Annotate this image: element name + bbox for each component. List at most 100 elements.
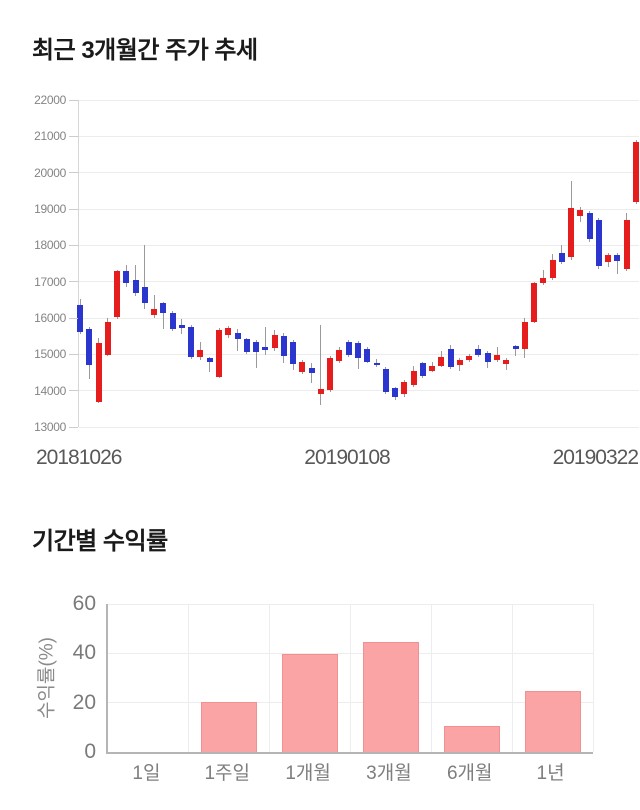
candle-body-down xyxy=(234,332,241,340)
candle-body-down xyxy=(447,348,454,368)
candle-body-up xyxy=(410,370,417,385)
x-axis-category-label: 1년 xyxy=(536,763,565,784)
candle-body-up xyxy=(104,321,111,356)
y-axis-tick-label: 0 xyxy=(84,740,96,763)
candle-body-down xyxy=(132,280,139,294)
candle-body-down xyxy=(169,313,176,329)
candle-body-up xyxy=(633,141,639,202)
y-axis-tick-label: 15000 xyxy=(34,347,66,362)
gridline-h xyxy=(79,317,639,319)
x-axis-category-label: 1개월 xyxy=(285,763,331,784)
y-axis-tick-label: 20 xyxy=(72,690,96,714)
x-axis-label: 20190108 xyxy=(304,446,390,469)
gridline-h xyxy=(79,172,639,174)
gridline-v xyxy=(188,604,190,752)
candle-body-down xyxy=(512,346,519,349)
candle-body-down xyxy=(280,335,287,356)
y-tick-mark xyxy=(69,172,78,174)
candle-body-up xyxy=(95,343,102,402)
return-bar xyxy=(443,726,500,752)
candle-body-down xyxy=(484,352,491,362)
y-tick-mark xyxy=(69,281,78,283)
candle-body-down xyxy=(290,341,297,365)
price-candlestick-chart: 22000 21000 20000 19000 18000 17000 16000 15000… xyxy=(34,93,639,469)
gridline-h xyxy=(79,281,639,283)
candle-wick xyxy=(542,269,544,286)
candle-body-up xyxy=(540,278,547,284)
gridline-v xyxy=(511,604,513,752)
y-axis-tick-label: 13000 xyxy=(34,420,66,434)
candle-body-up xyxy=(605,255,612,262)
candle-wick xyxy=(515,344,517,357)
x-axis-label: 20181026 xyxy=(36,446,122,469)
y-axis-tick-label: 16000 xyxy=(34,311,66,325)
candle-body-down xyxy=(614,255,621,262)
candle-body-down xyxy=(392,388,399,398)
candle-body-down xyxy=(382,368,389,393)
candle-wick xyxy=(311,363,313,384)
candle-body-down xyxy=(178,325,185,329)
x-axis-label: 20190322 xyxy=(552,446,639,469)
gridline-h xyxy=(79,208,639,210)
gridline-h xyxy=(79,390,639,392)
gridline-v xyxy=(592,604,594,752)
gridline-h xyxy=(79,426,639,428)
candle-body-up xyxy=(531,283,538,322)
y-axis-tick-label: 21000 xyxy=(34,129,66,144)
returns-chart-title: 기간별 수익률 xyxy=(32,528,168,555)
candle-body-up xyxy=(466,356,473,361)
candle-body-down xyxy=(373,363,380,366)
candle-body-down xyxy=(262,346,269,350)
x-axis-category-label: 1주일 xyxy=(204,763,251,784)
y-axis-tick-label: 40 xyxy=(72,641,96,665)
candle-wick xyxy=(255,339,257,369)
candle-body-down xyxy=(141,287,148,304)
returns-plot-area xyxy=(106,603,594,754)
candle-body-down xyxy=(86,328,93,366)
y-axis-tick-label: 18000 xyxy=(34,238,66,253)
candle-body-up xyxy=(549,259,556,279)
gridline-v xyxy=(350,604,351,752)
x-axis-category-label: 1일 xyxy=(132,763,161,784)
gridline-h xyxy=(79,135,639,137)
return-bar xyxy=(362,642,419,752)
candle-wick xyxy=(237,328,239,351)
gridline-v xyxy=(430,604,432,752)
return-bar xyxy=(201,702,258,752)
candle-wick xyxy=(496,347,498,362)
return-bar xyxy=(282,653,339,752)
gridline-h xyxy=(79,99,639,101)
candle-body-up xyxy=(327,358,334,390)
candle-body-up xyxy=(216,329,222,377)
candle-body-down xyxy=(558,253,565,262)
candle-body-up xyxy=(299,361,306,372)
candle-body-up xyxy=(456,359,463,366)
y-tick-mark xyxy=(69,244,78,246)
returns-bar-chart: 수익률(%) 0 20 40 60 1일 1주일 1개월 3개월 6개월 1년 xyxy=(0,560,640,810)
candle-body-up xyxy=(429,365,436,371)
candle-body-down xyxy=(188,326,195,357)
candle-body-down xyxy=(77,305,83,332)
candle-body-up xyxy=(197,349,204,357)
candle-wick xyxy=(505,357,507,370)
candle-body-down xyxy=(123,271,130,284)
candle-body-down xyxy=(586,213,593,240)
candle-wick xyxy=(209,356,211,372)
y-axis-tick-label: 14000 xyxy=(34,383,66,398)
y-tick-mark xyxy=(69,390,78,392)
candle-body-up xyxy=(577,210,584,217)
x-axis-category-label: 6개월 xyxy=(446,763,493,784)
y-axis-tick-label: 22000 xyxy=(34,93,66,107)
price-chart-title: 최근 3개월간 주가 추세 xyxy=(32,37,258,64)
y-axis-tick-label: 20000 xyxy=(34,165,66,180)
gridline-v xyxy=(269,604,271,752)
candle-wick xyxy=(162,301,164,329)
y-tick-mark xyxy=(69,317,78,319)
candle-body-down xyxy=(419,363,426,377)
y-tick-mark xyxy=(69,99,78,101)
candle-body-down xyxy=(253,341,260,353)
y-tick-mark xyxy=(69,426,78,428)
candle-body-up xyxy=(114,270,121,317)
candle-wick xyxy=(153,295,155,318)
